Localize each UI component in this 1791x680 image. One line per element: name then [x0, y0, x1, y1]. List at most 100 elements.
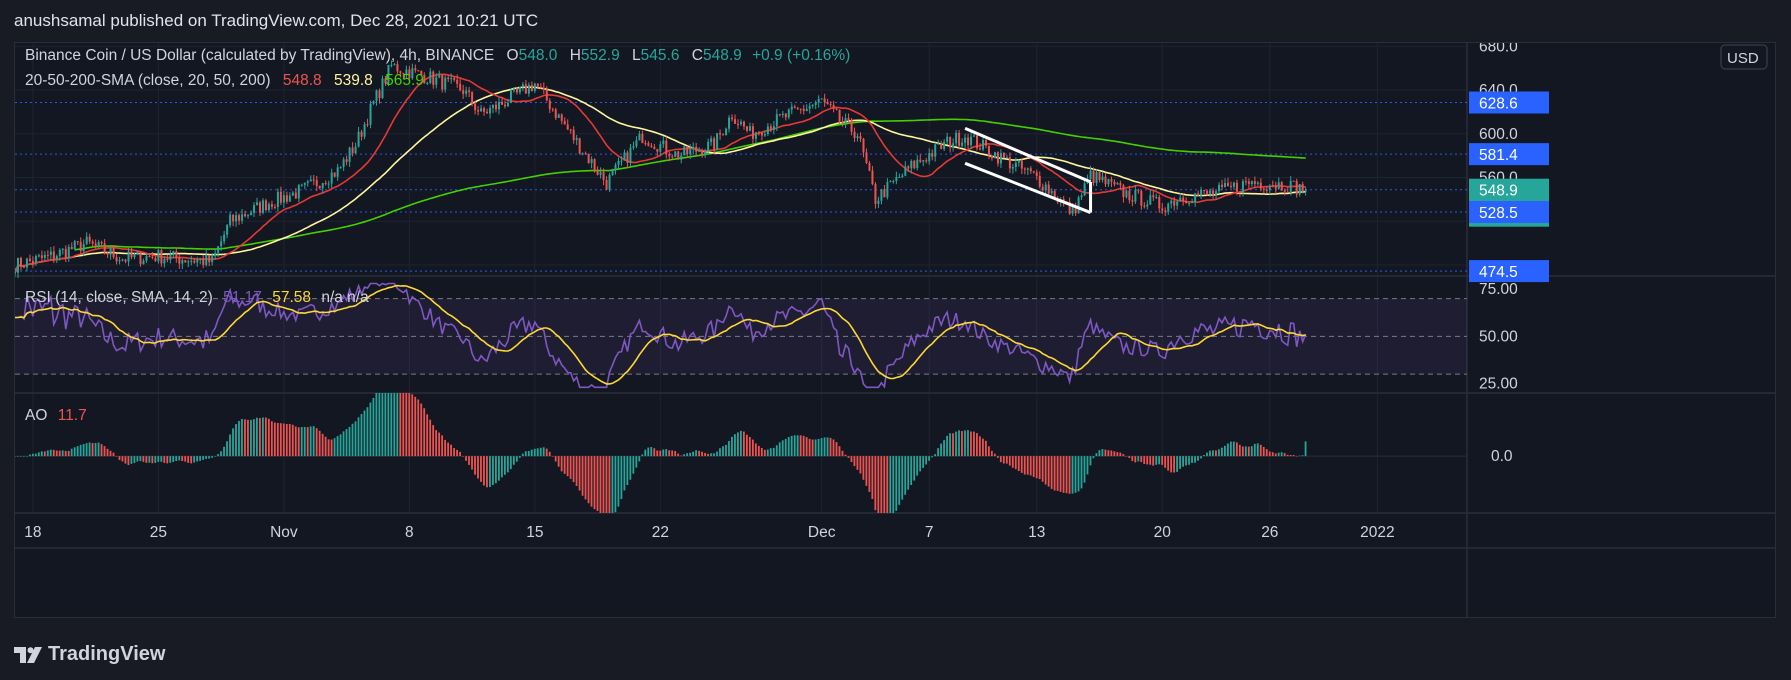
ao-bar — [996, 456, 999, 458]
candle-body — [835, 108, 838, 110]
ao-bar — [43, 451, 46, 457]
ao-bar — [172, 456, 175, 463]
candle-body — [638, 133, 641, 141]
ao-bar — [608, 456, 611, 513]
candle-body — [1083, 183, 1086, 196]
ao-bar — [417, 399, 420, 457]
candle-body — [324, 183, 327, 185]
candle-body — [880, 189, 883, 201]
candle-body — [1026, 168, 1029, 170]
candle-body — [850, 119, 853, 132]
ao-bar — [745, 434, 748, 457]
time-axis-label: 25 — [150, 524, 167, 541]
ao-bar — [1005, 456, 1008, 464]
ao-bar — [166, 456, 169, 464]
candle-body — [106, 252, 109, 255]
candle-body — [1113, 181, 1116, 185]
ao-bar — [596, 456, 599, 511]
candle-body — [214, 252, 217, 257]
candle-body — [829, 104, 832, 106]
ao-bar — [928, 456, 931, 461]
ao-bar — [1206, 452, 1208, 457]
ao-bar — [967, 430, 969, 457]
candle-body — [276, 191, 279, 207]
ao-bar — [1277, 452, 1280, 457]
candle-body — [208, 254, 211, 263]
rsi-axis-label: 25.00 — [1479, 376, 1518, 393]
candle-body — [384, 78, 387, 84]
ao-bar — [1110, 450, 1113, 457]
candle-body — [1212, 190, 1215, 195]
candle-body — [725, 128, 728, 136]
price-tag-581.4 — [1469, 143, 1549, 166]
candle-body — [480, 108, 483, 112]
candle-body — [261, 200, 264, 213]
ao-bar — [889, 456, 892, 513]
rsi-label[interactable]: RSI (14, close, SMA, 14, 2) — [25, 289, 213, 306]
chart-svg[interactable]: 680.0640.0600.0560.0USD628.6581.4548.901… — [15, 43, 1776, 618]
candle-body — [399, 71, 402, 73]
channel-lower-line — [964, 161, 1092, 214]
candle-body — [871, 170, 874, 185]
candle-body — [85, 236, 88, 245]
ao-bar — [990, 450, 993, 457]
ao-bar — [318, 430, 321, 457]
ao-bar — [742, 431, 745, 457]
candle-body — [1182, 197, 1185, 202]
ao-bar — [64, 450, 67, 457]
sma-label[interactable]: 20-50-200-SMA (close, 20, 50, 200) — [25, 72, 271, 89]
ao-bar — [1053, 456, 1056, 491]
candle-body — [1271, 185, 1274, 187]
price-tag-label: 548.9 — [1479, 183, 1518, 200]
ao-bar — [357, 417, 360, 457]
ao-bar — [330, 439, 333, 457]
candle-body — [961, 142, 964, 146]
candle-body — [509, 90, 512, 103]
ao-bar — [719, 448, 721, 457]
ao-bar — [303, 426, 306, 457]
ao-bar — [1292, 455, 1295, 457]
candle-body — [34, 256, 37, 264]
ao-bar — [345, 429, 348, 457]
candle-body — [46, 254, 49, 256]
candle-body — [184, 260, 187, 263]
ao-label[interactable]: AO — [25, 407, 48, 424]
tradingview-logo[interactable]: TradingView — [14, 643, 165, 666]
candle-body — [202, 258, 205, 265]
candle-body — [713, 138, 716, 151]
ao-bar — [205, 456, 208, 459]
ao-bar — [393, 393, 396, 457]
candle-body — [734, 119, 737, 124]
ao-bar — [1161, 456, 1164, 465]
ao-bar — [52, 449, 55, 457]
symbol-title[interactable]: Binance Coin / US Dollar (calculated by … — [25, 47, 495, 64]
ao-bar — [1286, 454, 1289, 457]
ao-bar — [1158, 456, 1161, 465]
candle-body — [928, 153, 931, 162]
candle-body — [970, 136, 973, 146]
ao-bar — [471, 456, 473, 470]
candle-body — [109, 248, 112, 255]
candle-body — [799, 108, 802, 110]
ao-bar — [802, 435, 805, 457]
candle-body — [1277, 182, 1280, 189]
ao-bar — [838, 446, 841, 457]
candle-body — [548, 100, 551, 110]
candle-body — [166, 258, 169, 260]
candle-body — [408, 69, 411, 79]
ao-bar — [805, 437, 808, 457]
candle-body — [979, 148, 982, 150]
ao-bar — [426, 414, 429, 457]
ao-bar — [832, 439, 835, 457]
candle-body — [450, 78, 453, 80]
currency-box — [1720, 44, 1768, 70]
candle-body — [1280, 182, 1283, 191]
ao-bar — [527, 450, 530, 457]
ao-bar — [545, 448, 548, 457]
ao-bar — [300, 427, 303, 457]
chart-container[interactable]: 680.0640.0600.0560.0USD628.6581.4548.901… — [14, 42, 1776, 618]
ao-bar — [533, 448, 536, 457]
ao-bar — [1262, 446, 1265, 457]
ao-bar — [1026, 456, 1029, 475]
ao-bar — [835, 442, 838, 457]
